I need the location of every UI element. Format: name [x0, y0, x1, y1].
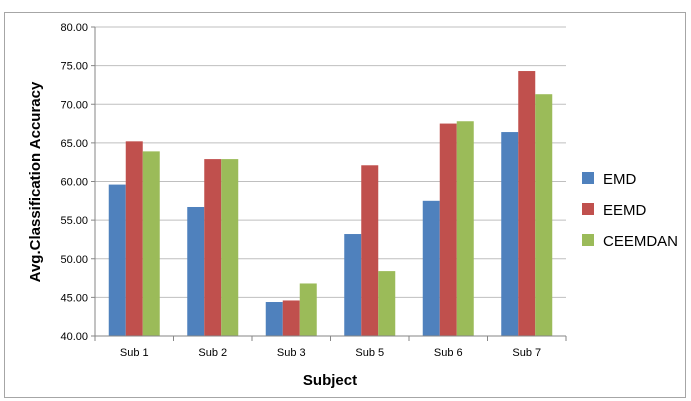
bar-emd-sub-7 — [501, 132, 519, 336]
x-tick-label: Sub 3 — [277, 347, 306, 359]
y-tick-label: 80.00 — [60, 22, 88, 34]
bar-emd-sub-3 — [265, 302, 283, 336]
bar-emd-sub-6 — [422, 200, 440, 336]
legend: EMD EEMD CEEMDAN — [582, 171, 678, 250]
bar-ceemdan-sub-7 — [535, 94, 553, 337]
y-tick-label: 55.00 — [60, 215, 88, 227]
bar-ceemdan-sub-6 — [456, 121, 474, 337]
bars — [108, 71, 553, 337]
y-tick-label: 65.00 — [60, 138, 88, 150]
bar-eemd-sub-5 — [361, 165, 379, 336]
bar-emd-sub-1 — [108, 184, 126, 336]
axes — [94, 27, 567, 341]
y-tick-label: 70.00 — [60, 99, 88, 111]
y-tick-label: 40.00 — [60, 331, 88, 343]
bar-eemd-sub-2 — [204, 159, 222, 336]
bar-eemd-sub-7 — [518, 71, 536, 336]
y-axis-tick-labels: 40.00 45.00 50.00 55.00 60.00 65.00 70.00 75.00… — [60, 22, 88, 343]
x-tick-label: Sub 2 — [198, 347, 227, 359]
bar-eemd-sub-3 — [282, 300, 300, 336]
bar-eemd-sub-6 — [439, 123, 457, 336]
x-axis-title: Subject — [303, 372, 357, 389]
x-tick-label: Sub 7 — [512, 347, 541, 359]
bar-ceemdan-sub-5 — [378, 271, 396, 336]
gridlines — [91, 26, 566, 337]
legend-label-emd: EMD — [603, 171, 637, 188]
y-tick-label: 60.00 — [60, 177, 88, 189]
y-tick-label: 45.00 — [60, 292, 88, 304]
legend-label-ceemdan: CEEMDAN — [603, 233, 678, 250]
x-axis-tick-labels: Sub 1 Sub 2 Sub 3 Sub 5 Sub 6 Sub 7 — [120, 347, 541, 359]
y-tick-label: 50.00 — [60, 254, 88, 266]
legend-swatch-ceemdan — [582, 234, 594, 246]
bar-emd-sub-2 — [187, 206, 205, 336]
bar-ceemdan-sub-3 — [299, 283, 317, 336]
x-tick-label: Sub 6 — [434, 347, 463, 359]
bar-eemd-sub-1 — [125, 141, 143, 336]
bar-ceemdan-sub-1 — [142, 151, 160, 336]
y-tick-label: 75.00 — [60, 61, 88, 73]
bar-emd-sub-5 — [344, 234, 362, 336]
y-axis-title: Avg.Classification Accuracy — [27, 81, 44, 282]
x-tick-label: Sub 1 — [120, 347, 149, 359]
bar-ceemdan-sub-2 — [221, 159, 239, 336]
x-tick-label: Sub 5 — [355, 347, 384, 359]
legend-label-eemd: EEMD — [603, 202, 647, 219]
legend-swatch-emd — [582, 172, 594, 184]
legend-swatch-eemd — [582, 203, 594, 215]
